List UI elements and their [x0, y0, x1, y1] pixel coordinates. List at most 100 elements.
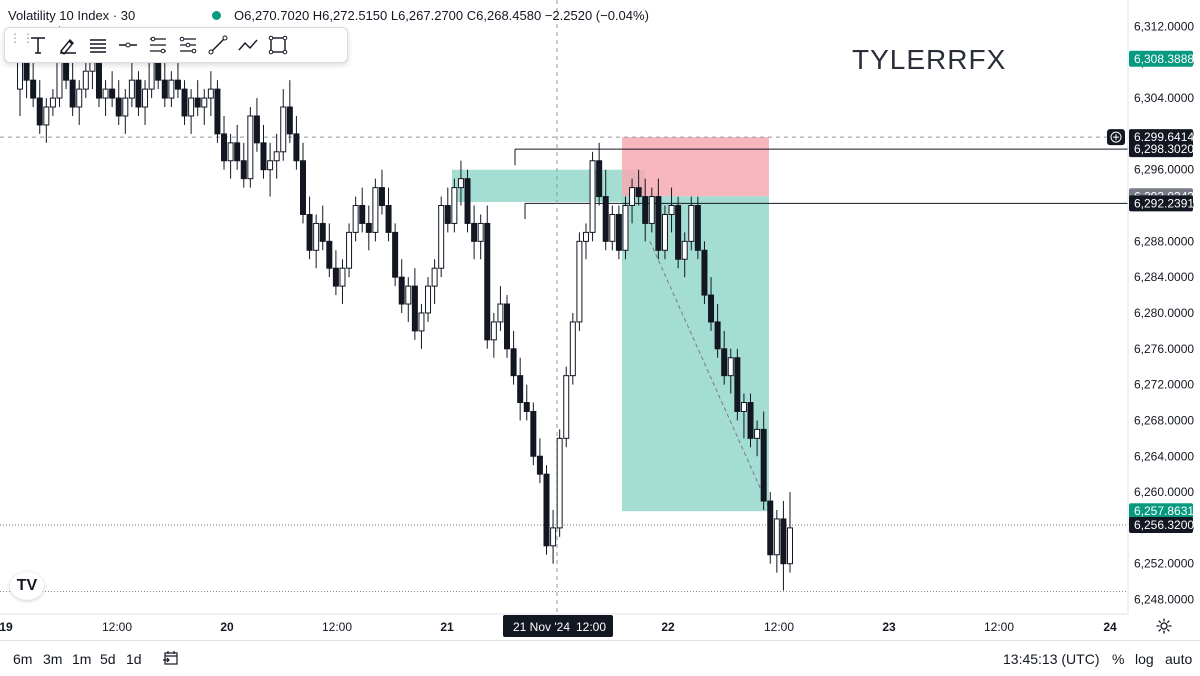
channel-tool-button[interactable]: [143, 30, 173, 60]
candle: [174, 62, 181, 99]
price-label: 6,298.3020: [1129, 141, 1194, 158]
candle-body: [135, 79, 142, 108]
candle: [582, 223, 589, 260]
candle: [747, 393, 754, 448]
y-tick-label: 6,288.0000: [1134, 234, 1194, 248]
candle-body: [582, 231, 589, 242]
candle: [767, 492, 774, 564]
candle: [708, 277, 715, 331]
y-tick-label: 6,272.0000: [1134, 378, 1194, 392]
candle-body: [484, 222, 491, 341]
symbol-title[interactable]: Volatility 10 Index · 30: [8, 8, 136, 23]
candle-body: [576, 240, 583, 323]
candle-body: [398, 276, 405, 305]
candle: [260, 124, 267, 179]
text-tool-button[interactable]: [23, 30, 53, 60]
candle: [688, 196, 695, 251]
candle: [247, 107, 254, 188]
candle-body: [444, 205, 451, 224]
candle-body: [23, 61, 30, 81]
rectangle-tool-button[interactable]: [263, 30, 293, 60]
candle: [418, 304, 425, 349]
candle-body: [207, 88, 214, 99]
candle-body: [694, 205, 701, 251]
timeframe-6m-button[interactable]: 6m: [13, 651, 33, 667]
utc-clock[interactable]: 13:45:13 (UTC): [1003, 651, 1100, 667]
candle-body: [734, 357, 741, 412]
price-label-bg: [1129, 517, 1193, 534]
x-tick-label: 12:00: [764, 620, 794, 634]
candle: [398, 259, 405, 313]
price-label-text: 6,257.8631: [1134, 504, 1194, 518]
candle-body: [773, 518, 780, 556]
candle: [352, 196, 359, 242]
candle: [115, 80, 122, 125]
path-tool-button[interactable]: [233, 30, 263, 60]
timeframe-5d-button[interactable]: 5d: [100, 651, 116, 667]
candle-body: [648, 196, 655, 224]
candle: [536, 438, 543, 484]
candle-body: [661, 213, 668, 251]
log-scale-toggle[interactable]: log: [1135, 651, 1154, 667]
candle-body: [477, 222, 484, 242]
price-chart[interactable]: 6,248.00006,252.00006,256.00006,260.0000…: [0, 0, 1200, 640]
y-tick-label: 6,296.0000: [1134, 163, 1194, 177]
candle-body: [332, 267, 339, 287]
tradingview-logo-icon[interactable]: TV: [10, 572, 44, 600]
price-label-bg: [1129, 503, 1193, 520]
candle: [280, 89, 287, 161]
y-tick-label: 6,260.0000: [1134, 485, 1194, 499]
candle: [471, 205, 478, 260]
timeframe-1d-button[interactable]: 1d: [126, 651, 142, 667]
timeframe-1m-button[interactable]: 1m: [72, 651, 92, 667]
candle: [293, 115, 300, 170]
rectangle-icon: [268, 35, 288, 55]
candle-body: [286, 106, 293, 135]
price-label-text: 6,256.3200: [1134, 518, 1194, 532]
candle-body: [102, 88, 109, 99]
candle: [240, 142, 247, 188]
candle-body: [681, 240, 688, 260]
candle: [740, 393, 747, 439]
candle-body: [30, 79, 37, 99]
candle: [36, 80, 43, 134]
y-tick-label: 6,248.0000: [1134, 593, 1194, 607]
candle: [201, 89, 208, 125]
crosshair-plus-icon: [1107, 129, 1125, 146]
auto-scale-toggle[interactable]: auto: [1165, 651, 1193, 667]
candle: [457, 160, 464, 206]
candle: [451, 178, 458, 233]
candle: [655, 178, 662, 260]
candle: [234, 124, 241, 170]
candle: [161, 62, 168, 108]
candle-body: [326, 240, 333, 269]
candle-body: [405, 285, 412, 305]
candle: [221, 115, 228, 170]
brush-tool-button[interactable]: [53, 30, 83, 60]
y-tick-label: 6,304.0000: [1134, 91, 1194, 105]
price-label-text: 6,298.3020: [1134, 142, 1194, 156]
lines-tool-button[interactable]: [83, 30, 113, 60]
horizontal-line-tool-button[interactable]: [113, 30, 143, 60]
fib-tool-button[interactable]: [173, 30, 203, 60]
candle: [319, 205, 326, 251]
candle-body: [780, 518, 787, 565]
date-range-calendar-icon[interactable]: [162, 649, 180, 667]
trendline-tool-button[interactable]: [203, 30, 233, 60]
candle-body: [260, 142, 267, 171]
ohlc-values: O6,270.7020 H6,272.5150 L6,267.2700 C6,2…: [234, 8, 649, 23]
candle-body: [17, 61, 23, 90]
candle: [135, 71, 142, 116]
settings-gear-icon[interactable]: [1155, 617, 1173, 635]
candle: [602, 169, 609, 251]
percent-scale-toggle[interactable]: %: [1112, 651, 1125, 667]
candle: [523, 384, 530, 421]
drag-handle-icon[interactable]: ⋮⋮: [9, 31, 35, 45]
candle: [267, 142, 274, 197]
candle-body: [497, 303, 504, 323]
y-tick-label: 6,280.0000: [1134, 306, 1194, 320]
candle-body: [517, 375, 524, 404]
timeframe-3m-button[interactable]: 3m: [43, 651, 63, 667]
candle-body: [89, 61, 96, 72]
x-tick-label: 12:00: [322, 620, 352, 634]
